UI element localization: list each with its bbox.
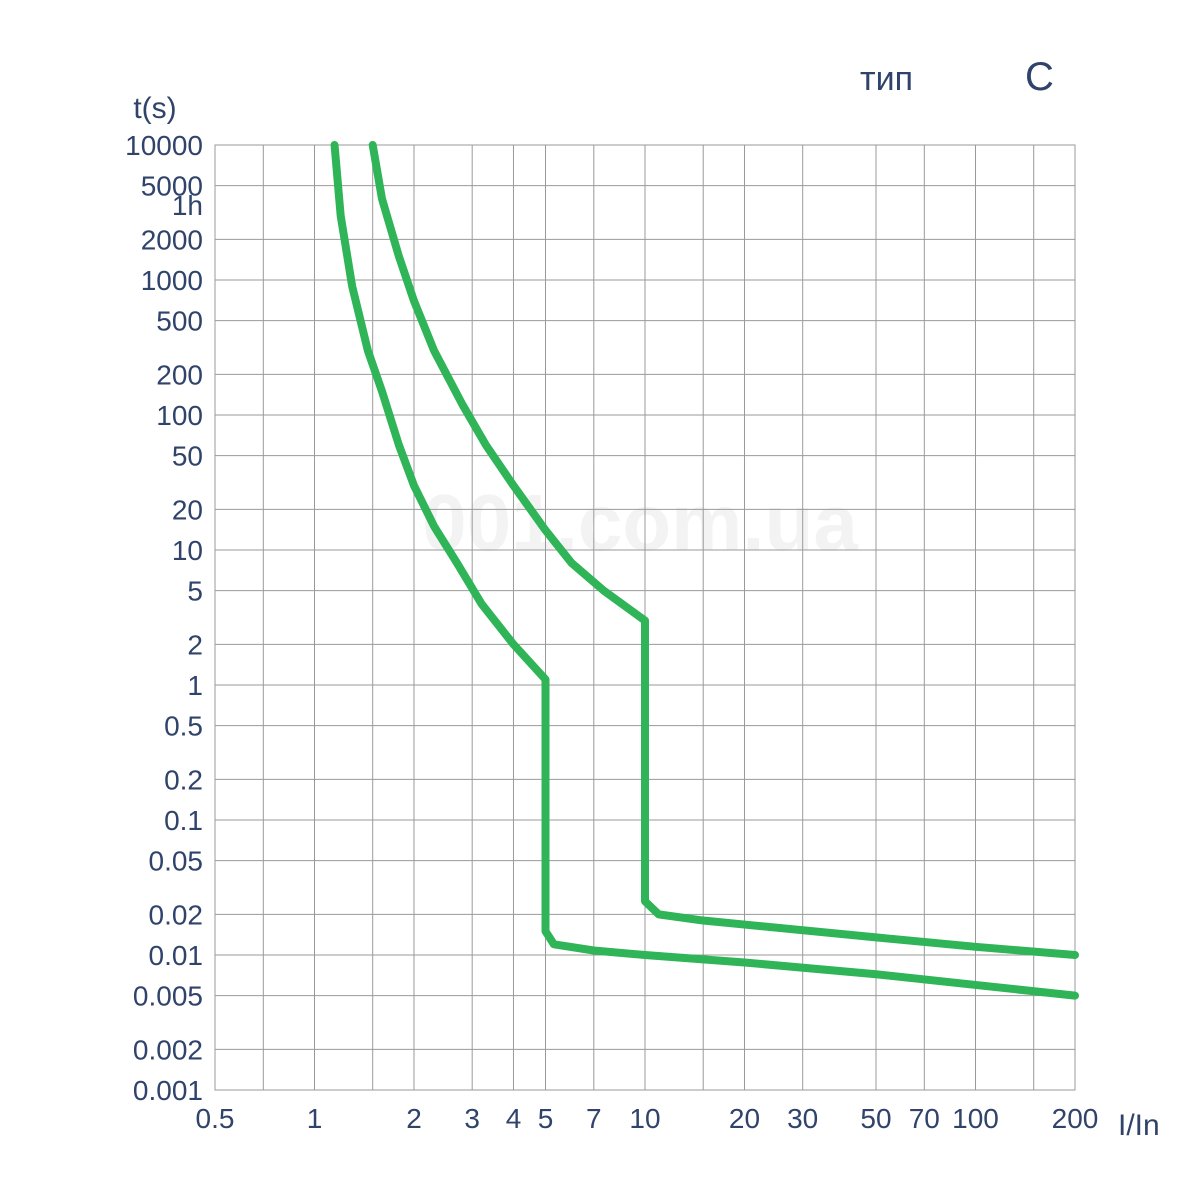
x-tick-label: 3 bbox=[464, 1103, 480, 1134]
x-tick-label: 100 bbox=[952, 1103, 999, 1134]
y-tick-label: 1 bbox=[187, 670, 203, 701]
x-tick-label: 20 bbox=[729, 1103, 760, 1134]
y-tick-label: 0.02 bbox=[149, 899, 204, 930]
x-tick-label: 200 bbox=[1052, 1103, 1099, 1134]
y-tick-label: 0.01 bbox=[149, 940, 204, 971]
watermark: 001.com.ua bbox=[422, 478, 858, 567]
x-tick-label: 30 bbox=[787, 1103, 818, 1134]
y-tick-label: 20 bbox=[172, 494, 203, 525]
y-tick-label: 0.1 bbox=[164, 805, 203, 836]
y-tick-label: 0.5 bbox=[164, 711, 203, 742]
y-tick-label: 0.005 bbox=[133, 981, 203, 1012]
y-tick-label: 0.002 bbox=[133, 1034, 203, 1065]
y-tick-label: 0.001 bbox=[133, 1075, 203, 1106]
y-tick-label: 100 bbox=[156, 400, 203, 431]
y-tick-label: 2 bbox=[187, 629, 203, 660]
y-tick-label: 5 bbox=[187, 576, 203, 607]
y-tick-label: 0.05 bbox=[149, 846, 204, 877]
chart-type-letter: C bbox=[1025, 55, 1054, 99]
x-tick-label: 50 bbox=[860, 1103, 891, 1134]
y-tick-label: 10000 bbox=[125, 130, 203, 161]
y-tick-label: 200 bbox=[156, 359, 203, 390]
chart-type-label: тип bbox=[860, 60, 913, 98]
x-tick-label: 1 bbox=[307, 1103, 323, 1134]
trip-curve-chart: 001.com.ua0.512345710203050701002000.001… bbox=[0, 0, 1200, 1200]
x-tick-label: 10 bbox=[629, 1103, 660, 1134]
x-axis-label: I/In bbox=[1118, 1109, 1160, 1142]
x-tick-label: 2 bbox=[406, 1103, 422, 1134]
y-tick-label: 500 bbox=[156, 306, 203, 337]
x-tick-label: 7 bbox=[586, 1103, 602, 1134]
y-tick-label-1h: 1h bbox=[172, 190, 203, 221]
y-tick-label: 1000 bbox=[141, 265, 203, 296]
x-tick-label: 70 bbox=[909, 1103, 940, 1134]
y-tick-label: 50 bbox=[172, 441, 203, 472]
y-axis-label: t(s) bbox=[133, 92, 176, 125]
y-tick-label: 2000 bbox=[141, 224, 203, 255]
x-tick-label: 4 bbox=[506, 1103, 522, 1134]
y-tick-label: 0.2 bbox=[164, 764, 203, 795]
x-tick-label: 0.5 bbox=[196, 1103, 235, 1134]
y-tick-label: 10 bbox=[172, 535, 203, 566]
x-tick-label: 5 bbox=[538, 1103, 554, 1134]
